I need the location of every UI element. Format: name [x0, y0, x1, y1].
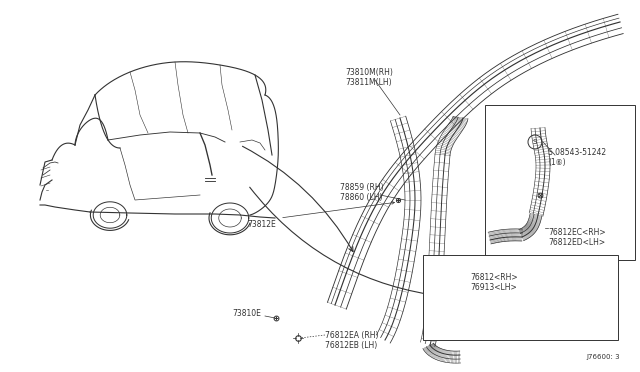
Text: 78859 (RH)
78860 (LH): 78859 (RH) 78860 (LH) [340, 183, 383, 202]
Text: S 08543-51242
(1⑥): S 08543-51242 (1⑥) [548, 148, 606, 167]
Text: 73812E: 73812E [248, 220, 276, 229]
Text: 73810M(RH)
73811M(LH): 73810M(RH) 73811M(LH) [345, 68, 393, 87]
Text: S: S [533, 139, 537, 145]
Bar [485, 105, 635, 260]
Text: 76812EC<RH>
76812ED<LH>: 76812EC<RH> 76812ED<LH> [548, 228, 605, 247]
Text: 76812<RH>
76913<LH>: 76812<RH> 76913<LH> [470, 273, 518, 292]
Bar [423, 255, 618, 340]
Text: 73810E: 73810E [232, 308, 261, 317]
Text: J76600: 3: J76600: 3 [586, 354, 620, 360]
Text: 76812EA (RH)
76812EB (LH): 76812EA (RH) 76812EB (LH) [325, 331, 378, 350]
